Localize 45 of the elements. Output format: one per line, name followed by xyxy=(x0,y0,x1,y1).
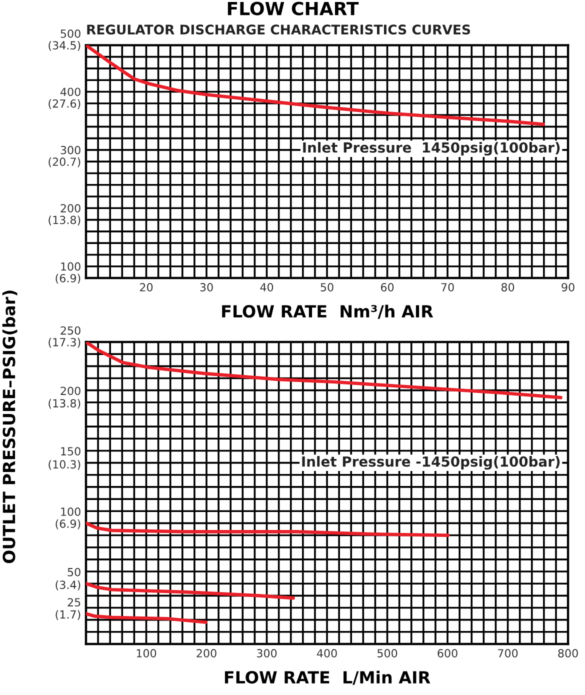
y2-axis-title: OUTLET PRESSURE–PSIG(bar) xyxy=(2,290,18,564)
x-tick-label: 600 xyxy=(438,649,458,658)
y2-tick-label: (20.7) xyxy=(48,157,80,168)
x-tick-label: 500 xyxy=(378,649,398,658)
annotation: Inlet Pressure -1450psig(100bar) xyxy=(302,456,560,470)
x-tick-label: 400 xyxy=(316,649,337,658)
y-tick-label: 200 xyxy=(60,386,80,396)
x-tick-label: 90 xyxy=(562,283,574,292)
y-tick-label: 400 xyxy=(60,88,80,96)
y-tick-label: 200 xyxy=(60,204,80,213)
x-tick-label: 20 xyxy=(140,283,153,292)
y2-tick-label: (6.9) xyxy=(56,274,80,284)
x-tick-label: 200 xyxy=(196,649,216,658)
x-tick-label: 100 xyxy=(136,649,156,658)
chart-subtitle: REGULATOR DISCHARGE CHARACTERISTICS CURVES xyxy=(87,24,470,35)
x-tick-label: 50 xyxy=(320,283,334,292)
annotation: Inlet Pressure 1450psig(100bar) xyxy=(303,142,560,156)
x-tick-label: 800 xyxy=(558,649,578,658)
y2-tick-label: (6.9) xyxy=(56,519,80,530)
x-tick-label: 30 xyxy=(200,283,213,292)
x-tick-label: 300 xyxy=(257,649,277,658)
y-tick-label: 300 xyxy=(60,146,80,154)
y-tick-label: 150 xyxy=(61,447,80,456)
y-tick-label: 250 xyxy=(60,326,80,335)
y-tick-label: 25 xyxy=(68,598,80,606)
y-tick-label: 500 xyxy=(60,29,80,38)
y2-tick-label: (13.8) xyxy=(48,216,80,226)
x-tick-label: 70 xyxy=(441,283,454,292)
x-axis-title: FLOW RATE Nm³/h AIR xyxy=(222,304,434,319)
y2-tick-label: (34.5) xyxy=(48,40,80,51)
x-tick-label: 80 xyxy=(501,283,514,292)
y-tick-label: 100 xyxy=(61,508,80,516)
y2-tick-label: (27.6) xyxy=(48,99,80,110)
y2-tick-label: (1.7) xyxy=(56,610,80,620)
y2-tick-label: (3.4) xyxy=(56,580,80,590)
x-tick-label: 700 xyxy=(498,649,518,658)
y-tick-label: 100 xyxy=(61,262,80,271)
x-tick-label: 40 xyxy=(260,283,274,292)
x-axis-title: FLOW RATE L/Min AIR xyxy=(224,670,430,685)
y2-tick-label: (10.3) xyxy=(48,460,80,470)
y2-tick-label: (13.8) xyxy=(48,398,80,409)
y2-tick-label: (17.3) xyxy=(48,338,80,348)
y-tick-label: 50 xyxy=(68,568,80,576)
x-tick-label: 60 xyxy=(380,283,394,292)
chart-title: FLOW CHART xyxy=(228,2,359,16)
